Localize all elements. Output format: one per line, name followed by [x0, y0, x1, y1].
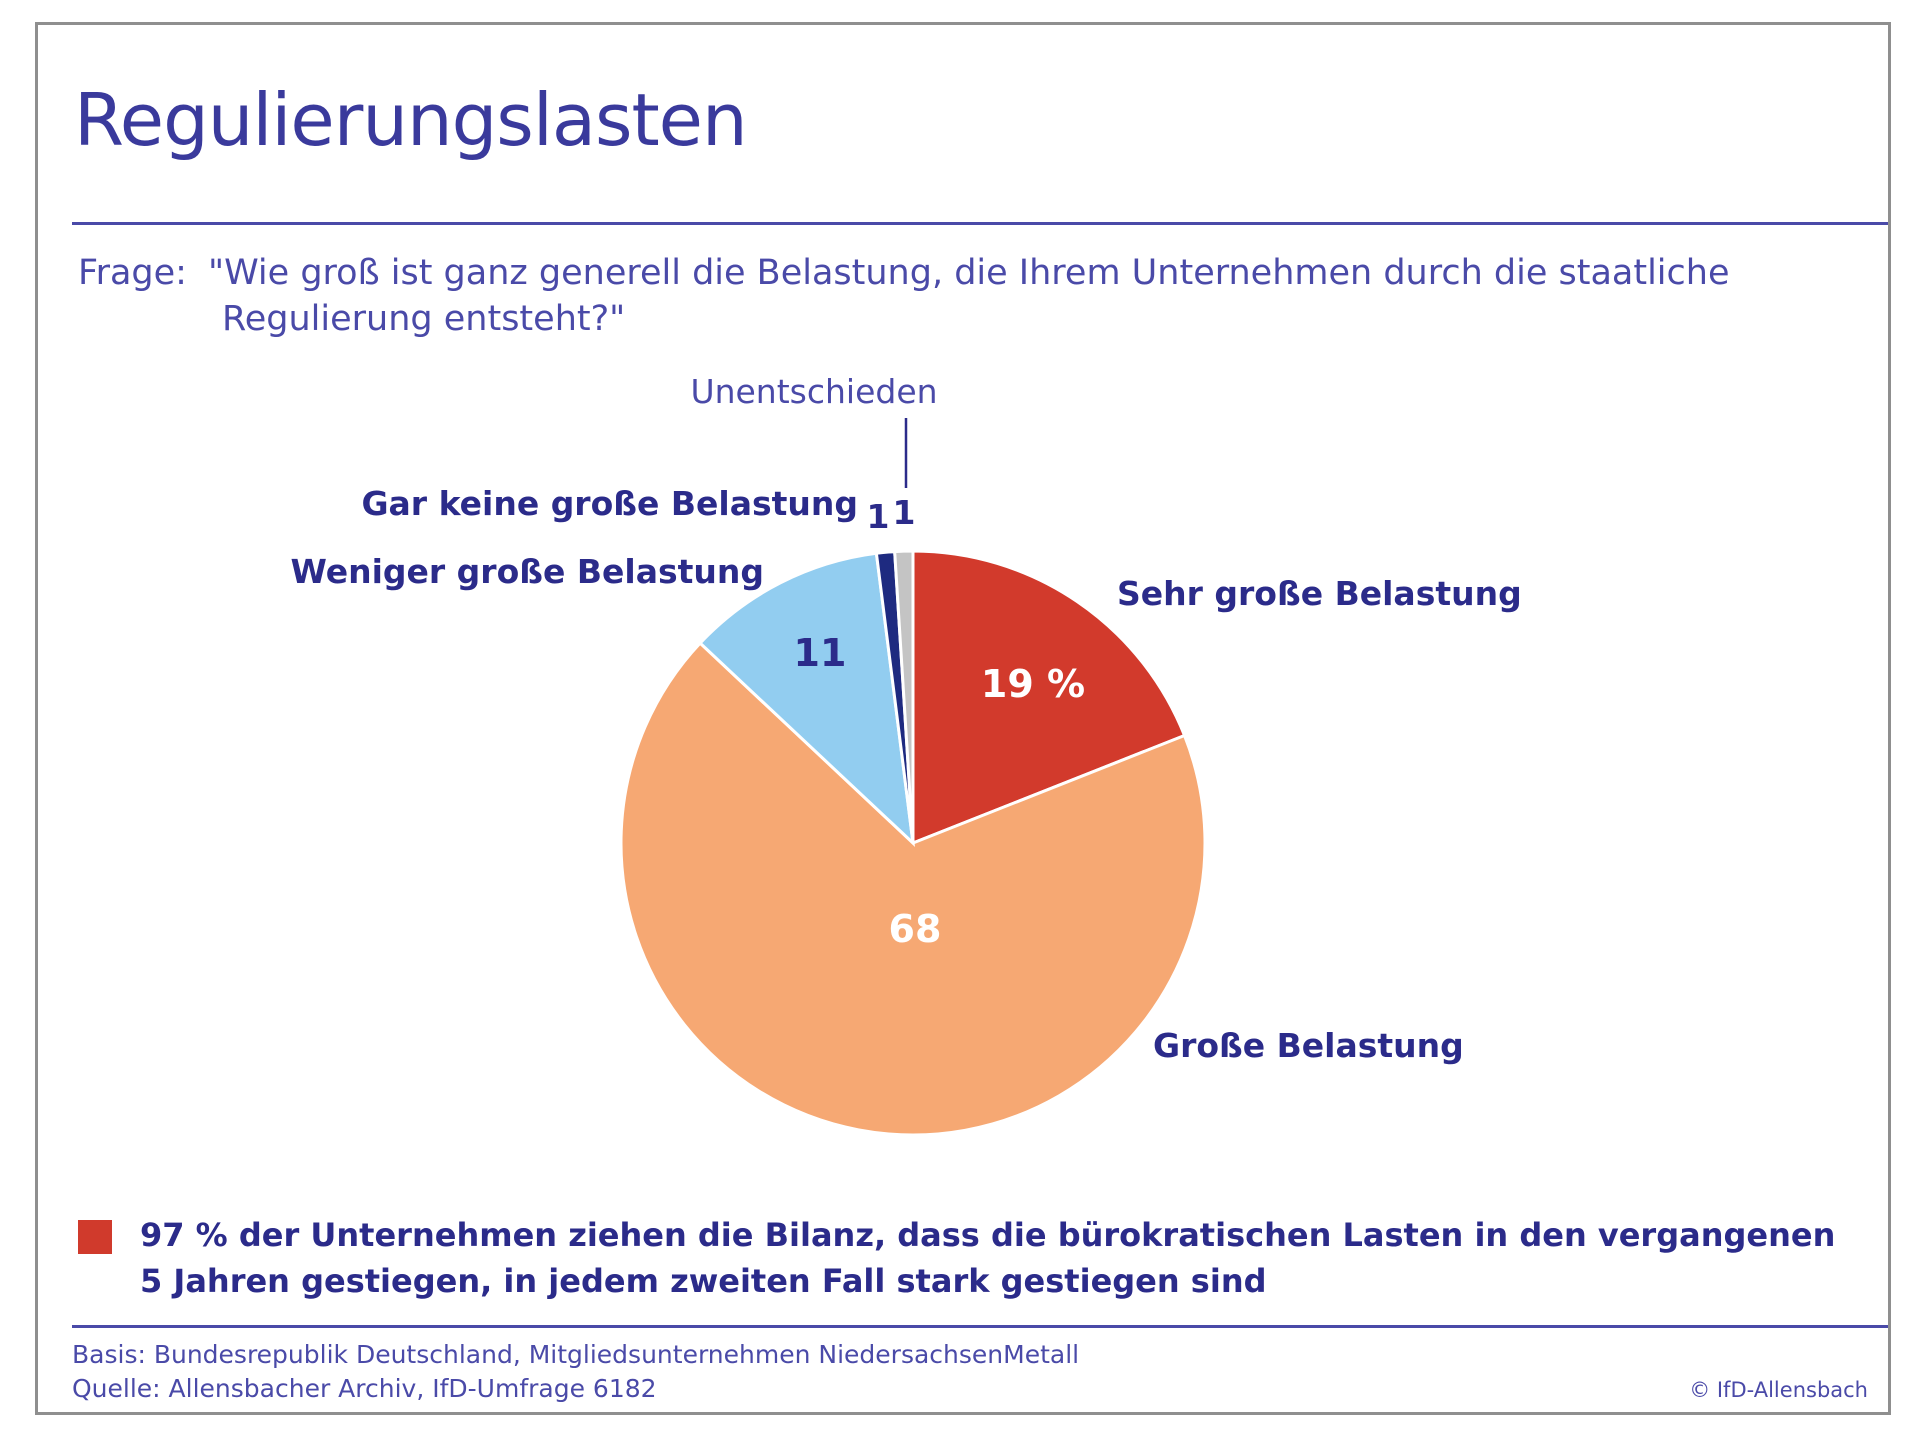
- pie-slices: [619, 549, 1207, 1137]
- pie-category-labels: Sehr große Belastung Große Belastung Wen…: [291, 372, 1522, 1065]
- footer-source: Quelle: Allensbacher Archiv, IfD-Umfrage…: [72, 1374, 657, 1403]
- pie-value-labels: 19 % 68 11 1 1: [794, 493, 1086, 951]
- note-text: 97 % der Unternehmen ziehen die Bilanz, …: [140, 1212, 1835, 1304]
- question-line-1: "Wie groß ist ganz generell die Belastun…: [208, 253, 1730, 293]
- category-label-weniger-gross: Weniger große Belastung: [291, 552, 765, 591]
- question: Frage: "Wie groß ist ganz generell die B…: [78, 250, 1730, 339]
- footer-basis: Basis: Bundesrepublik Deutschland, Mitgl…: [72, 1340, 1080, 1369]
- divider-bottom: [72, 1325, 1888, 1328]
- question-text: "Wie groß ist ganz generell die Belastun…: [208, 250, 1730, 342]
- pie-slice-sehr-gross: [911, 549, 1187, 846]
- question-line-2: Regulierung entsteht?": [222, 299, 626, 339]
- value-label-unentschieden: 1: [893, 493, 916, 532]
- note-line-2: 5 Jahren gestiegen, in jedem zweiten Fal…: [140, 1262, 1267, 1300]
- pie-slice-gross: [619, 640, 1207, 1137]
- divider-top: [72, 222, 1888, 225]
- category-label-gar-keine: Gar keine große Belastung: [361, 484, 858, 523]
- category-label-unentschieden: Unentschieden: [690, 372, 937, 411]
- pie-slice-weniger-gross: [698, 551, 916, 847]
- footer-copyright: © IfD-Allensbach: [1689, 1378, 1868, 1402]
- value-label-sehr-gross: 19 %: [981, 662, 1085, 706]
- category-label-sehr-gross: Sehr große Belastung: [1117, 574, 1522, 613]
- page-title: Regulierungslasten: [74, 78, 748, 162]
- value-label-weniger-gross: 11: [794, 631, 847, 675]
- pie-slice-unentschieden: [893, 549, 915, 844]
- note-line-1: 97 % der Unternehmen ziehen die Bilanz, …: [140, 1216, 1836, 1254]
- note-marker: [78, 1220, 112, 1254]
- category-label-gross: Große Belastung: [1153, 1026, 1464, 1065]
- value-label-gar-keine: 1: [867, 497, 890, 536]
- question-prefix: Frage:: [78, 253, 187, 293]
- value-label-gross: 68: [889, 907, 942, 951]
